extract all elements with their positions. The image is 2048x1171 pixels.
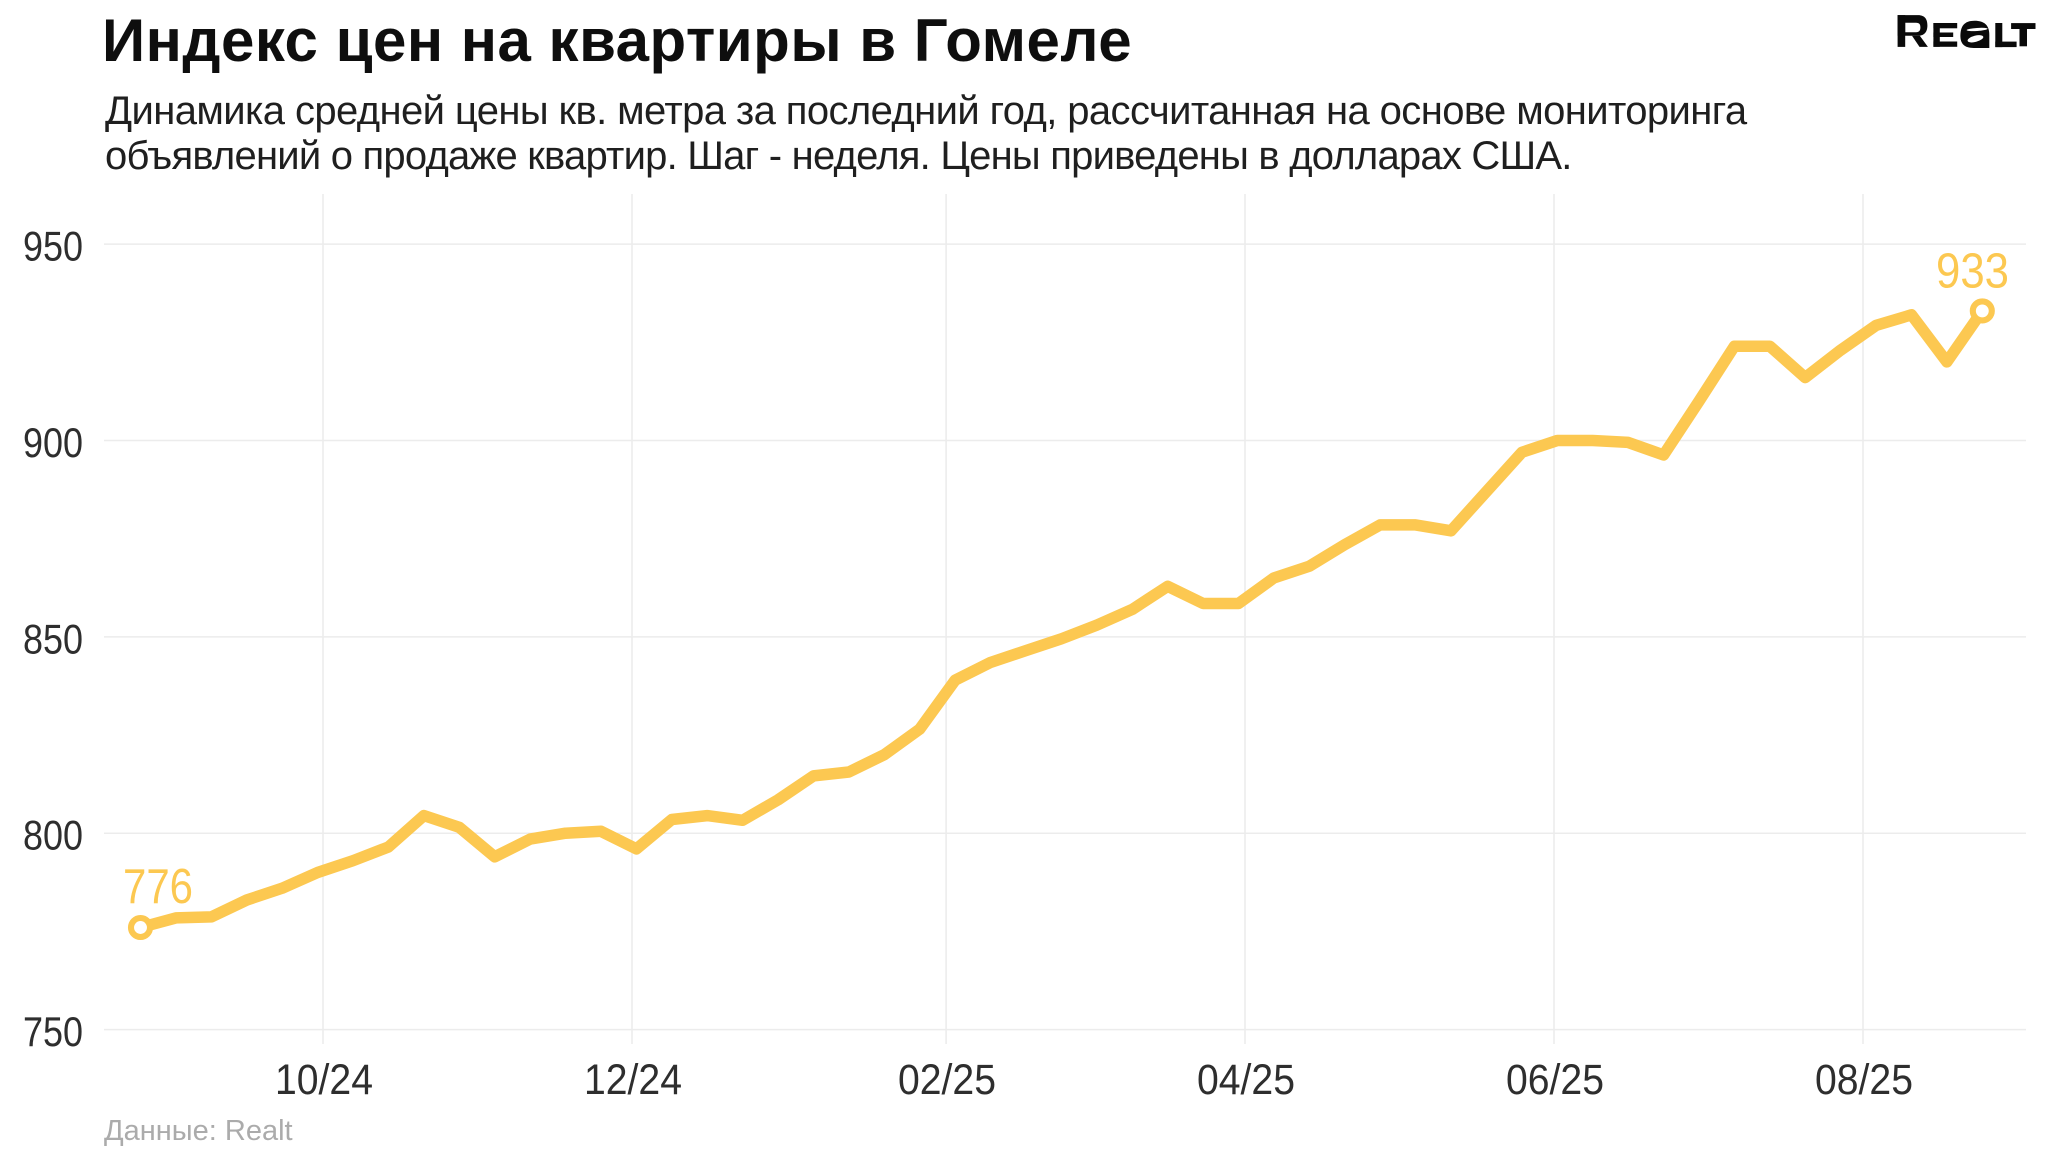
svg-text:10/24: 10/24 xyxy=(275,1057,373,1104)
svg-text:933: 933 xyxy=(1936,245,2009,299)
svg-text:04/25: 04/25 xyxy=(1197,1057,1295,1104)
svg-text:800: 800 xyxy=(23,812,83,859)
svg-text:950: 950 xyxy=(23,223,83,270)
svg-text:08/25: 08/25 xyxy=(1815,1057,1913,1104)
svg-text:900: 900 xyxy=(23,419,83,466)
svg-text:12/24: 12/24 xyxy=(584,1057,682,1104)
svg-text:850: 850 xyxy=(23,615,83,662)
svg-text:750: 750 xyxy=(23,1008,83,1055)
svg-text:776: 776 xyxy=(123,860,193,914)
svg-text:02/25: 02/25 xyxy=(898,1057,996,1104)
svg-text:06/25: 06/25 xyxy=(1506,1057,1604,1104)
